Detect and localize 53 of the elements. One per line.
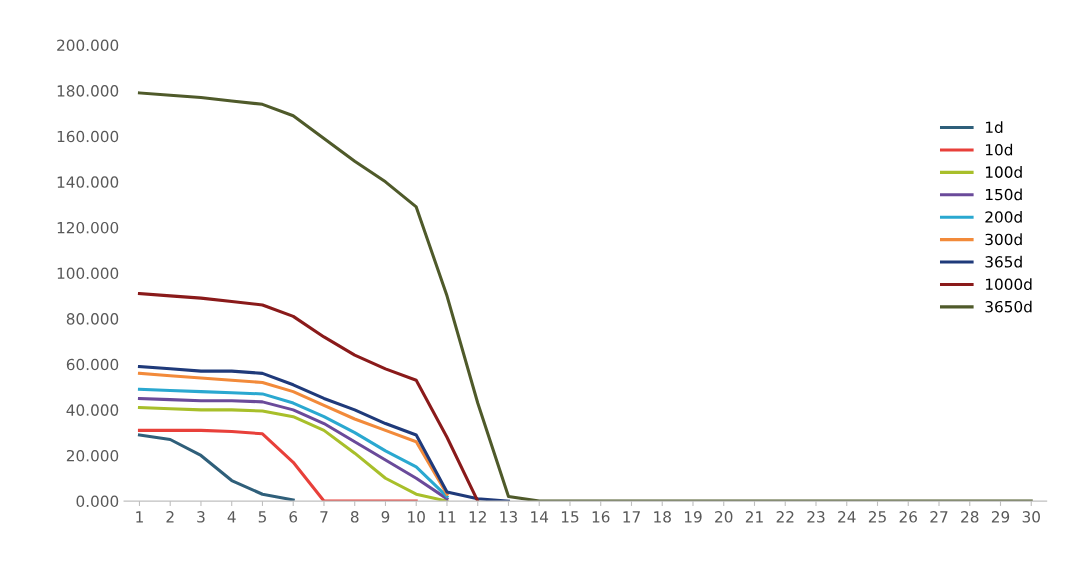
x-tick-label: 12 (469, 511, 486, 523)
legend-label: 300d (985, 233, 1022, 246)
x-tick-label: 21 (745, 511, 763, 523)
legend-label: 150d (985, 188, 1022, 201)
y-tick-label: 180.000 (57, 85, 119, 97)
line-series (137, 433, 295, 502)
y-tick-label: 120.000 (57, 221, 119, 234)
x-tick-label: 15 (561, 511, 579, 523)
x-tick-label: 1 (136, 511, 143, 523)
x-tick-label: 20 (715, 511, 733, 523)
x-tick-label: 7 (320, 511, 328, 523)
legend-label: 1000d (985, 278, 1032, 291)
x-tick-label: 11 (438, 511, 456, 523)
x-tick-label: 22 (776, 511, 794, 523)
line-series (137, 365, 511, 502)
x-tick-label: 13 (500, 511, 517, 523)
x-tick-label: 27 (930, 511, 948, 523)
x-tick-label: 9 (381, 511, 390, 523)
x-tick-label: 29 (991, 511, 1010, 523)
legend-label: 10d (985, 143, 1013, 156)
legend-label: 3650d (985, 300, 1032, 313)
x-tick-label: 3 (197, 511, 205, 523)
legend-label: 200d (985, 210, 1022, 223)
legend-label: 365d (985, 255, 1022, 268)
y-tick-label: 160.000 (57, 130, 119, 143)
x-tick-label: 30 (1022, 511, 1040, 523)
x-tick-label: 2 (166, 511, 174, 523)
y-tick-label: 0.000 (76, 495, 119, 508)
x-tick-label: 28 (961, 511, 979, 523)
y-tick-label: 20.000 (66, 449, 119, 462)
y-tick-label: 140.000 (57, 176, 119, 188)
x-tick-label: 8 (350, 511, 359, 523)
line-series (137, 292, 480, 502)
x-tick-label: 4 (227, 511, 236, 523)
x-tick-label: 16 (592, 511, 610, 523)
y-tick-label: 100.000 (57, 267, 119, 280)
x-tick-label: 18 (654, 511, 671, 523)
y-tick-label: 200.000 (57, 39, 119, 52)
x-tick-label: 19 (684, 511, 702, 523)
x-tick-label: 23 (807, 511, 825, 523)
x-tick-label: 26 (899, 511, 918, 523)
x-tick-label: 5 (258, 511, 266, 523)
x-tick-label: 24 (838, 511, 856, 523)
x-tick-label: 14 (531, 511, 549, 523)
legend-label: 1d (985, 121, 1003, 134)
x-tick-label: 6 (289, 511, 298, 523)
legend-label: 100d (985, 166, 1022, 178)
x-tick-label: 25 (868, 511, 886, 523)
x-tick-label: 17 (623, 511, 640, 523)
y-tick-label: 40.000 (66, 404, 119, 416)
y-tick-label: 60.000 (66, 358, 119, 371)
x-tick-label: 10 (408, 511, 425, 523)
y-tick-label: 80.000 (66, 313, 119, 325)
